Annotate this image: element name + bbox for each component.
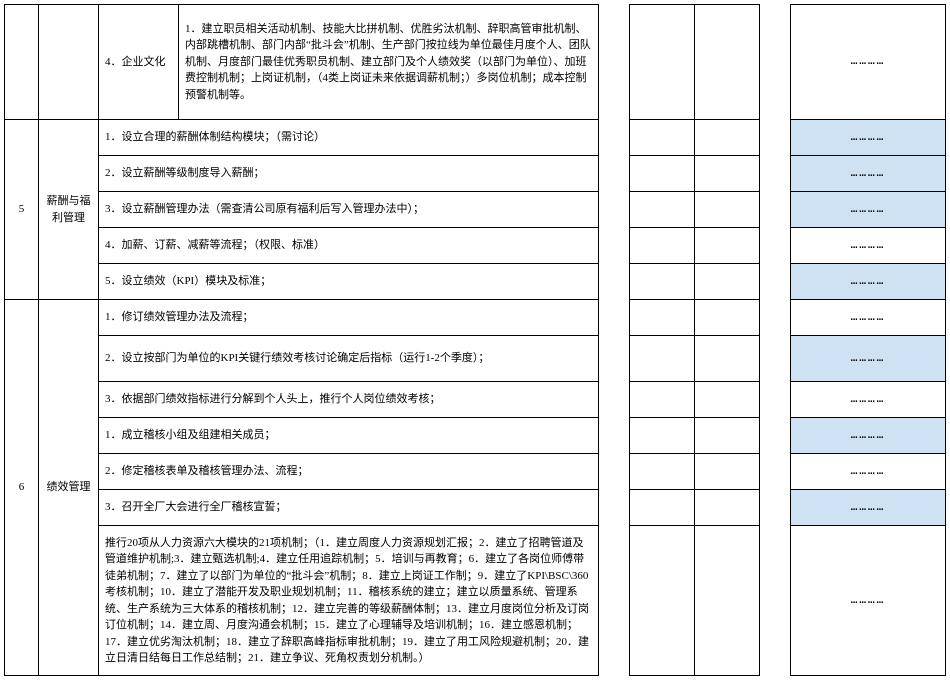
mid-cell <box>630 264 695 300</box>
mid-cell <box>695 526 760 676</box>
mid-cell <box>630 490 695 526</box>
main-table: 4．企业文化 1．建立职员相关活动机制、技能大比拼机制、优胜劣汰机制、辞职高管审… <box>4 4 599 676</box>
mid-row <box>630 382 760 418</box>
mid-cell <box>630 192 695 228</box>
mid-cell <box>630 120 695 156</box>
mid-cell <box>630 300 695 336</box>
mid-cell <box>630 336 695 382</box>
mid-row <box>630 120 760 156</box>
mid-cell <box>695 156 760 192</box>
right-row: ………… <box>791 490 946 526</box>
cell-s5-item-1: 1．设立合理的薪酬体制结构模块；（需讨论） <box>99 120 599 156</box>
mid-row <box>630 228 760 264</box>
mid-cell <box>695 120 760 156</box>
mid-cell <box>695 228 760 264</box>
right-table: …………………………………………………………………………………………………………… <box>790 4 946 676</box>
cell-s5-item-2: 2．设立薪酬等级制度导入薪酬； <box>99 156 599 192</box>
mid-cell <box>695 192 760 228</box>
right-cell-dots: ………… <box>791 526 946 676</box>
cell-s6-idx: 6 <box>5 300 39 676</box>
mid-row <box>630 526 760 676</box>
cell-s6-item-3: 3．依据部门绩效指标进行分解到个人头上，推行个人岗位绩效考核； <box>99 382 599 418</box>
mid-table <box>629 4 760 676</box>
cell-s6-cat: 绩效管理 <box>39 300 99 676</box>
cell-s5-cat: 薪酬与福利管理 <box>39 120 99 300</box>
right-row: ………… <box>791 382 946 418</box>
mid-cell <box>630 156 695 192</box>
right-cell-dots: ………… <box>791 228 946 264</box>
cell-s6-item-4: 1．成立稽核小组及组建相关成员； <box>99 418 599 454</box>
mid-cell <box>630 418 695 454</box>
page-root: 4．企业文化 1．建立职员相关活动机制、技能大比拼机制、优胜劣汰机制、辞职高管审… <box>4 4 946 676</box>
row-culture: 4．企业文化 1．建立职员相关活动机制、技能大比拼机制、优胜劣汰机制、辞职高管审… <box>5 5 599 120</box>
right-cell-dots: ………… <box>791 264 946 300</box>
mid-cell <box>695 300 760 336</box>
right-row: ………… <box>791 192 946 228</box>
right-row: ………… <box>791 264 946 300</box>
mid-cell <box>695 264 760 300</box>
right-cell-dots: ………… <box>791 5 946 120</box>
mid-cell <box>695 336 760 382</box>
row-s5-1: 5 薪酬与福利管理 1．设立合理的薪酬体制结构模块；（需讨论） <box>5 120 599 156</box>
right-row: ………… <box>791 300 946 336</box>
mid-row <box>630 490 760 526</box>
cell-s5-item-3: 3．设立薪酬管理办法（需查清公司原有福利后写入管理办法中）； <box>99 192 599 228</box>
cell-s5-item-5: 5．设立绩效（KPI）模块及标准； <box>99 264 599 300</box>
cell-s6-item-1: 1．修订绩效管理办法及流程； <box>99 300 599 336</box>
cell-empty-idx <box>5 5 39 120</box>
right-row: ………… <box>791 5 946 120</box>
mid-row <box>630 156 760 192</box>
mid-cell <box>695 418 760 454</box>
mid-row <box>630 192 760 228</box>
right-row: ………… <box>791 336 946 382</box>
mid-row <box>630 264 760 300</box>
cell-culture-desc: 1．建立职员相关活动机制、技能大比拼机制、优胜劣汰机制、辞职高管审批机制、内部跳… <box>179 5 599 120</box>
mid-cell <box>630 526 695 676</box>
right-cell-dots: ………… <box>791 336 946 382</box>
right-cell-dots: ………… <box>791 156 946 192</box>
mid-cell <box>630 382 695 418</box>
right-row: ………… <box>791 526 946 676</box>
mid-cell <box>695 454 760 490</box>
right-row: ………… <box>791 418 946 454</box>
right-cell-dots: ………… <box>791 454 946 490</box>
right-cell-dots: ………… <box>791 192 946 228</box>
mid-cell <box>695 5 760 120</box>
mid-cell <box>695 382 760 418</box>
right-cell-dots: ………… <box>791 490 946 526</box>
right-cell-dots: ………… <box>791 300 946 336</box>
mid-row <box>630 418 760 454</box>
cell-s5-idx: 5 <box>5 120 39 300</box>
right-row: ………… <box>791 454 946 490</box>
cell-s5-item-4: 4．加薪、订薪、减薪等流程；（权限、标准） <box>99 228 599 264</box>
mid-row <box>630 300 760 336</box>
mid-cell <box>630 5 695 120</box>
cell-s6-item-5: 2．修定稽核表单及稽核管理办法、流程； <box>99 454 599 490</box>
mid-row <box>630 336 760 382</box>
cell-s6-item-6: 3．召开全厂大会进行全厂稽核宣誓； <box>99 490 599 526</box>
cell-s6-item-2: 2．设立按部门为单位的KPI关键行绩效考核讨论确定后指标（运行1-2个季度）； <box>99 336 599 382</box>
right-row: ………… <box>791 228 946 264</box>
right-cell-dots: ………… <box>791 418 946 454</box>
cell-s6-item-7: 推行20项从人力资源六大模块的21项机制；（1．建立周度人力资源规划汇报；2．建… <box>99 526 599 676</box>
right-cell-dots: ………… <box>791 382 946 418</box>
mid-cell <box>630 454 695 490</box>
right-row: ………… <box>791 120 946 156</box>
row-s6-1: 6 绩效管理 1．修订绩效管理办法及流程； <box>5 300 599 336</box>
mid-cell <box>630 228 695 264</box>
right-cell-dots: ………… <box>791 120 946 156</box>
mid-row <box>630 454 760 490</box>
cell-culture-sub: 4．企业文化 <box>99 5 179 120</box>
mid-cell <box>695 490 760 526</box>
cell-empty-cat <box>39 5 99 120</box>
right-row: ………… <box>791 156 946 192</box>
mid-row <box>630 5 760 120</box>
